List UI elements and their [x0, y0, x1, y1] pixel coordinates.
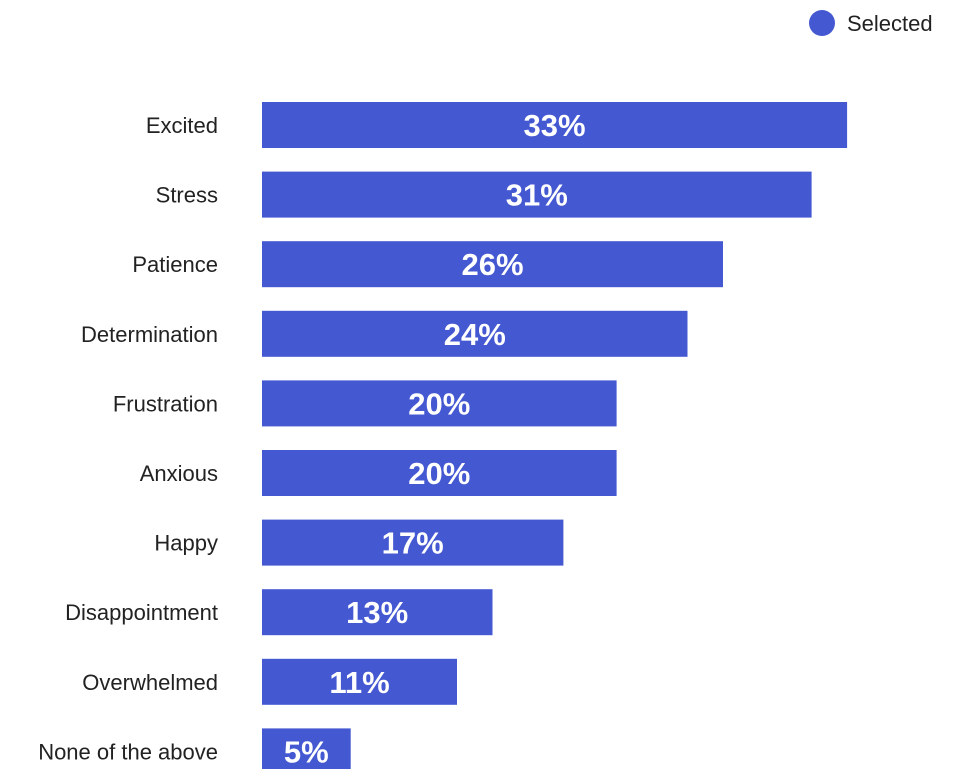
value-label-2: 26%	[461, 247, 523, 282]
bar-3	[262, 310, 688, 357]
legend-marker-selected	[809, 10, 835, 36]
category-label-2: Patience	[132, 252, 218, 277]
value-label-0: 33%	[523, 108, 585, 143]
value-label-6: 17%	[382, 526, 444, 561]
value-label-4: 20%	[408, 386, 470, 421]
bar-4	[262, 380, 617, 427]
category-label-7: Disappointment	[65, 600, 218, 625]
bar-6	[262, 519, 564, 566]
category-label-4: Frustration	[113, 391, 218, 416]
value-label-1: 31%	[506, 178, 568, 213]
bar-9	[262, 728, 351, 769]
category-label-3: Determination	[81, 322, 218, 347]
legend: Selected	[809, 10, 933, 36]
bars-layer: Excited 33% Stress 31% Patience 26% Determinat…	[38, 102, 848, 769]
category-label-0: Excited	[146, 113, 218, 138]
value-label-5: 20%	[408, 456, 470, 491]
value-label-3: 24%	[444, 317, 506, 352]
bar-0	[262, 102, 848, 148]
bar-1	[262, 171, 812, 218]
value-label-8: 11%	[329, 665, 389, 700]
value-label-7: 13%	[346, 595, 408, 630]
category-label-9: None of the above	[38, 739, 218, 764]
bar-5	[262, 450, 617, 496]
bar-2	[262, 241, 723, 288]
value-label-9: 5%	[284, 734, 329, 769]
bar-8	[262, 658, 457, 705]
category-label-5: Anxious	[140, 461, 218, 486]
legend-label-selected: Selected	[847, 11, 933, 36]
category-label-1: Stress	[156, 183, 218, 208]
bar-7	[262, 589, 493, 636]
category-label-8: Overwhelmed	[82, 670, 218, 695]
category-label-6: Happy	[154, 531, 218, 556]
